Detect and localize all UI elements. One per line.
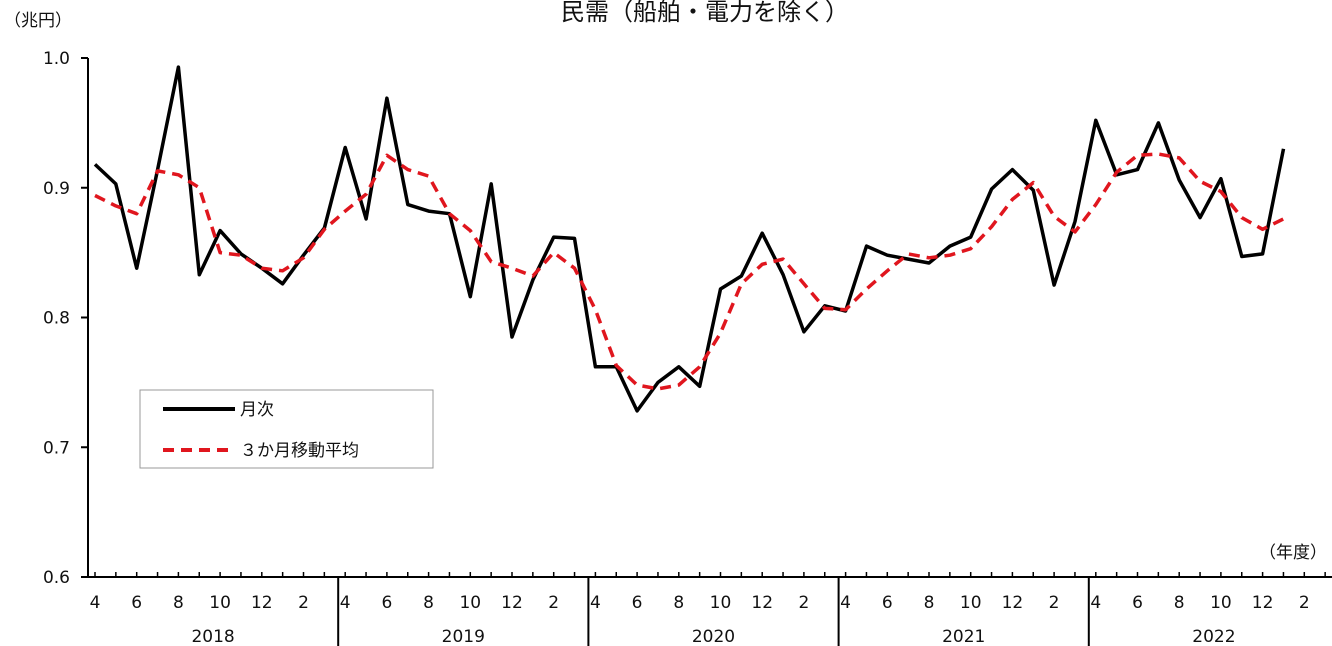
x-month-label: 8	[423, 593, 434, 613]
series-lines	[93, 65, 1286, 413]
x-month-label: 8	[173, 593, 184, 613]
x-month-label: 8	[673, 593, 684, 613]
x-month-label: 12	[1252, 593, 1274, 613]
x-month-label: 8	[1174, 593, 1185, 613]
y-tick-label: 1.0	[43, 49, 70, 69]
x-year-label: 2021	[942, 627, 985, 646]
x-month-label: 10	[209, 593, 231, 613]
x-axis-ticks: 4 6 8 10 12 2 4 6 8 10 12 2 4 6 8 10 12 2 4 6 8 10 12 2 4 6 8 10 12 2…	[90, 572, 1326, 646]
x-month-label: 12	[1002, 593, 1024, 613]
x-month-label: 12	[751, 593, 773, 613]
x-month-label: 8	[924, 593, 935, 613]
x-year-label: 2018	[191, 627, 234, 646]
x-month-label: 6	[381, 593, 392, 613]
x-month-label: 2	[1299, 593, 1310, 613]
y-tick-label: 0.7	[43, 438, 70, 458]
y-axis-ticks: 0.6 0.7 0.8 0.9 1.0	[43, 49, 88, 588]
legend-box	[139, 389, 434, 469]
x-axis-unit-label: （年度）	[1259, 543, 1327, 563]
x-month-label: 10	[459, 593, 481, 613]
legend-label-moving-average: ３か月移動平均	[240, 441, 359, 461]
x-month-label: 10	[1210, 593, 1232, 613]
y-tick-label: 0.6	[43, 568, 70, 588]
x-month-label: 4	[1090, 593, 1101, 613]
x-month-label: 2	[798, 593, 809, 613]
series-line-monthly	[93, 65, 1286, 413]
x-month-label: 6	[632, 593, 643, 613]
x-month-label: 4	[590, 593, 601, 613]
x-month-label: 12	[251, 593, 273, 613]
x-month-label: 10	[960, 593, 982, 613]
y-tick-label: 0.8	[43, 309, 70, 329]
x-month-label: 2	[548, 593, 559, 613]
x-month-label: 10	[710, 593, 732, 613]
x-month-label: 2	[1049, 593, 1060, 613]
x-month-label: 12	[501, 593, 523, 613]
x-year-label: 2019	[442, 627, 485, 646]
x-month-label: 2	[298, 593, 309, 613]
x-year-label: 2020	[692, 627, 735, 646]
chart-title: 民需（船舶・電力を除く）	[561, 0, 849, 26]
legend: 月次 ３か月移動平均	[139, 389, 434, 469]
x-month-label: 6	[882, 593, 893, 613]
y-tick-label: 0.9	[43, 179, 70, 199]
x-year-label: 2022	[1192, 627, 1235, 646]
x-month-label: 4	[90, 593, 101, 613]
x-month-label: 4	[340, 593, 351, 613]
x-month-label: 6	[131, 593, 142, 613]
y-axis-unit-label: （兆円）	[4, 11, 72, 31]
x-month-label: 4	[840, 593, 851, 613]
series-line-moving-average	[94, 152, 1285, 391]
legend-label-monthly: 月次	[240, 400, 274, 420]
x-month-label: 6	[1132, 593, 1143, 613]
